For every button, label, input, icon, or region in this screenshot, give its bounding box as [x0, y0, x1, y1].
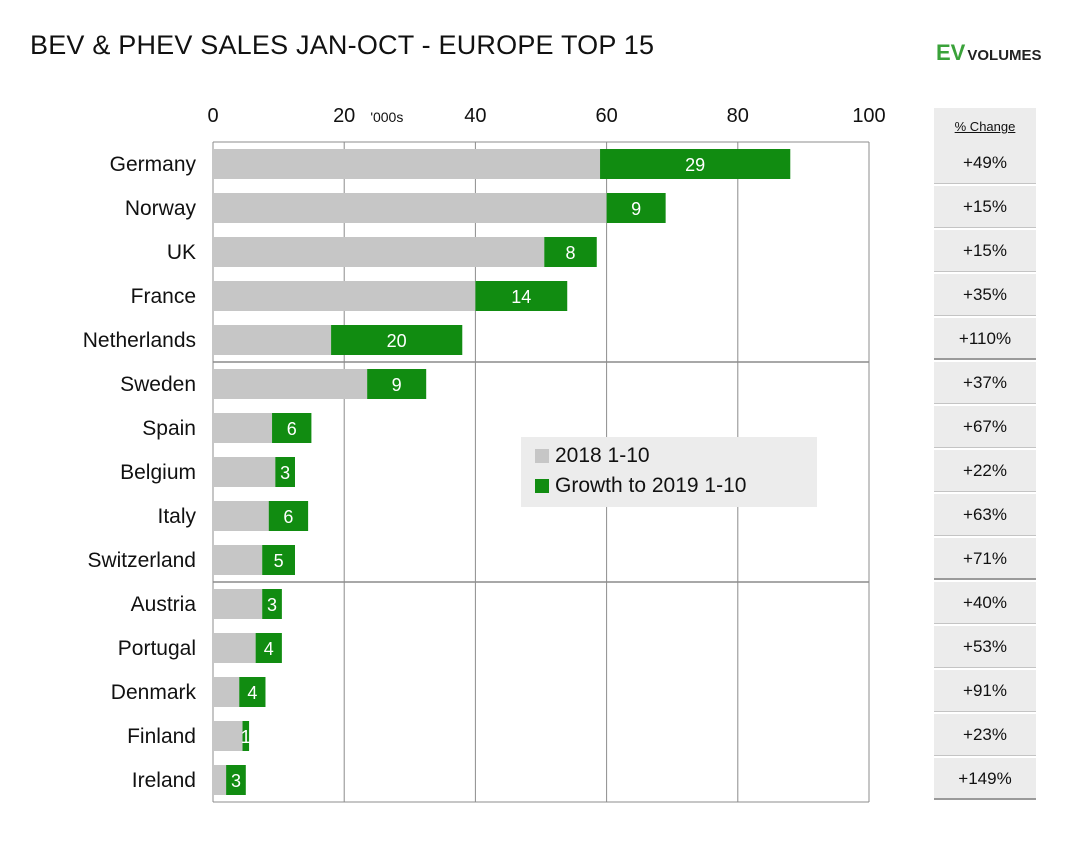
pct-change-value-austria: +40% — [934, 582, 1036, 624]
legend-item-2018: 2018 1-10 — [535, 443, 650, 469]
x-tick-label-80: 80 — [727, 105, 749, 127]
category-label-netherlands: Netherlands — [83, 329, 196, 352]
bar-growth-uk — [544, 237, 597, 267]
category-label-uk: UK — [167, 241, 196, 264]
growth-label-portugal: 4 — [264, 639, 274, 659]
category-label-belgium: Belgium — [120, 461, 196, 484]
category-label-spain: Spain — [142, 417, 196, 440]
pct-change-value-finland: +23% — [934, 714, 1036, 756]
legend-item-growth: Growth to 2019 1-10 — [535, 473, 746, 499]
pct-change-value-portugal: +53% — [934, 626, 1036, 668]
bar-growth-switzerland — [262, 545, 295, 575]
bar-2018-italy — [213, 501, 269, 531]
category-label-italy: Italy — [157, 505, 196, 528]
bar-2018-austria — [213, 589, 263, 619]
category-label-austria: Austria — [131, 593, 197, 616]
pct-change-value-belgium: +22% — [934, 450, 1036, 492]
bar-growth-netherlands — [331, 325, 463, 355]
pct-change-panel: % Change +49% +15% +15% +35% +110% +37% +67% +2… — [934, 108, 1036, 800]
pct-change-value-switzerland: +71% — [934, 538, 1036, 580]
category-label-finland: Finland — [127, 725, 196, 748]
bar-2018-portugal — [213, 633, 256, 663]
growth-label-switzerland: 5 — [274, 551, 284, 571]
category-label-sweden: Sweden — [120, 373, 196, 396]
pct-change-value-italy: +63% — [934, 494, 1036, 536]
bar-2018-ireland — [213, 765, 227, 795]
pct-change-value-spain: +67% — [934, 406, 1036, 448]
legend-swatch-growth — [535, 479, 549, 493]
logo-volumes: VOLUMES — [967, 47, 1042, 64]
growth-label-ireland: 3 — [231, 771, 241, 791]
growth-label-uk: 8 — [566, 243, 576, 263]
legend-label-growth: Growth to 2019 1-10 — [555, 474, 747, 497]
category-label-france: France — [131, 285, 196, 308]
bar-growth-sweden — [367, 369, 427, 399]
logo-ev: EV — [936, 40, 966, 65]
pct-change-value-ireland: +149% — [934, 758, 1036, 800]
category-label-ireland: Ireland — [132, 769, 196, 792]
bar-2018-denmark — [213, 677, 240, 707]
bar-growth-belgium — [275, 457, 295, 487]
bar-2018-france — [213, 281, 476, 311]
legend-label-2018: 2018 1-10 — [555, 444, 650, 467]
x-tick-label-0: 0 — [207, 105, 218, 127]
bar-2018-norway — [213, 193, 607, 223]
growth-label-spain: 6 — [287, 419, 297, 439]
growth-label-sweden: 9 — [392, 375, 402, 395]
category-label-norway: Norway — [125, 197, 197, 220]
pct-change-value-netherlands: +110% — [934, 318, 1036, 360]
growth-label-belgium: 3 — [280, 463, 290, 483]
pct-change-value-sweden: +37% — [934, 362, 1036, 404]
bar-2018-switzerland — [213, 545, 263, 575]
bar-2018-finland — [213, 721, 243, 751]
bar-growth-germany — [600, 149, 791, 179]
bar-growth-spain — [272, 413, 312, 443]
bar-growth-portugal — [255, 633, 282, 663]
legend-swatch-2018 — [535, 449, 549, 463]
pct-change-value-uk: +15% — [934, 230, 1036, 272]
chart-title: BEV & PHEV SALES JAN-OCT - EUROPE TOP 15 — [30, 30, 655, 60]
pct-change-value-germany: +49% — [934, 142, 1036, 184]
chart-legend: 2018 1-10 Growth to 2019 1-10 — [521, 437, 817, 507]
bar-growth-finland — [242, 721, 250, 751]
growth-label-italy: 6 — [283, 507, 293, 527]
x-tick-label-20: 20 — [333, 105, 355, 127]
bar-2018-belgium — [213, 457, 276, 487]
bar-growth-france — [475, 281, 568, 311]
growth-label-netherlands: 20 — [387, 331, 407, 351]
bar-2018-uk — [213, 237, 545, 267]
bar-growth-ireland — [226, 765, 246, 795]
bar-2018-spain — [213, 413, 273, 443]
category-label-germany: Germany — [110, 153, 197, 176]
category-label-denmark: Denmark — [111, 681, 197, 704]
category-label-switzerland: Switzerland — [87, 549, 196, 572]
x-tick-label-40: 40 — [464, 105, 486, 127]
bar-growth-norway — [606, 193, 666, 223]
x-tick-label-100: 100 — [852, 105, 885, 127]
pct-change-value-france: +35% — [934, 274, 1036, 316]
x-unit-label: '000s — [370, 109, 403, 125]
growth-label-denmark: 4 — [247, 683, 257, 703]
bar-growth-austria — [262, 589, 282, 619]
growth-label-france: 14 — [511, 287, 531, 307]
bar-2018-germany — [213, 149, 601, 179]
pct-change-value-norway: +15% — [934, 186, 1036, 228]
growth-label-germany: 29 — [685, 155, 705, 175]
x-tick-label-60: 60 — [595, 105, 617, 127]
bar-2018-netherlands — [213, 325, 332, 355]
growth-label-norway: 9 — [631, 199, 641, 219]
bar-growth-denmark — [239, 677, 266, 707]
bar-growth-italy — [268, 501, 309, 531]
pct-change-header: % Change — [934, 108, 1036, 143]
ev-volumes-logo: EV VOLUMES — [936, 40, 1042, 66]
category-label-portugal: Portugal — [118, 637, 196, 660]
pct-change-value-denmark: +91% — [934, 670, 1036, 712]
growth-label-austria: 3 — [267, 595, 277, 615]
growth-label-finland: 1 — [241, 727, 251, 747]
bar-2018-sweden — [213, 369, 368, 399]
